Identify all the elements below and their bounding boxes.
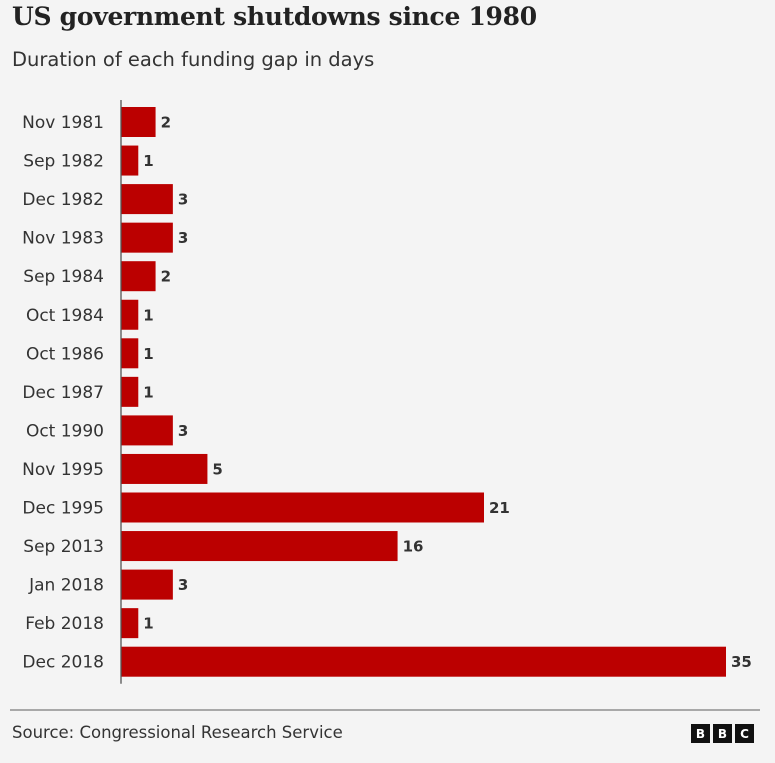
category-label: Sep 1982 bbox=[23, 152, 104, 172]
bar-dec-1987 bbox=[121, 376, 139, 407]
bbc-logo-letter-c: C bbox=[735, 724, 754, 743]
value-label: 3 bbox=[178, 191, 188, 209]
value-label: 5 bbox=[212, 460, 222, 478]
value-label: 3 bbox=[178, 576, 188, 594]
category-label: Nov 1981 bbox=[22, 113, 104, 133]
bbc-logo-letter-b1: B bbox=[691, 724, 710, 743]
bar-nov-1995 bbox=[121, 453, 208, 484]
category-label: Sep 2013 bbox=[23, 537, 104, 557]
value-label: 1 bbox=[143, 152, 153, 170]
bar-chart: Nov 1981 Sep 1982 Dec 1982 Nov 1983 Sep 1984… bbox=[22, 100, 752, 684]
bar-dec-2018 bbox=[121, 646, 726, 677]
value-label: 3 bbox=[178, 229, 188, 247]
source-note: Source: Congressional Research Service bbox=[12, 723, 343, 742]
bar-nov-1983 bbox=[121, 222, 173, 253]
value-label: 21 bbox=[489, 499, 510, 517]
category-labels-group: Nov 1981 Sep 1982 Dec 1982 Nov 1983 Sep 1984… bbox=[22, 113, 104, 673]
bar-sep-2013 bbox=[121, 531, 398, 562]
category-label: Nov 1983 bbox=[22, 229, 104, 249]
chart-subtitle: Duration of each funding gap in days bbox=[12, 48, 375, 71]
category-label: Dec 1987 bbox=[22, 383, 104, 403]
category-label: Nov 1995 bbox=[22, 460, 104, 480]
value-label: 2 bbox=[161, 114, 171, 132]
category-label: Oct 1990 bbox=[26, 421, 104, 441]
category-label: Feb 2018 bbox=[25, 614, 104, 634]
bar-oct-1986 bbox=[121, 338, 139, 369]
value-label: 35 bbox=[731, 653, 752, 671]
bbc-logo: B B C bbox=[691, 724, 754, 743]
value-label: 1 bbox=[143, 615, 153, 633]
category-label: Dec 1982 bbox=[22, 190, 104, 210]
bar-feb-2018 bbox=[121, 608, 139, 639]
value-label: 2 bbox=[161, 268, 171, 286]
footer-divider bbox=[10, 709, 760, 711]
bar-oct-1984 bbox=[121, 299, 139, 330]
value-label: 1 bbox=[143, 383, 153, 401]
category-label: Oct 1984 bbox=[26, 306, 104, 326]
bbc-logo-letter-b2: B bbox=[713, 724, 732, 743]
bar-oct-1990 bbox=[121, 415, 173, 446]
category-label: Dec 1995 bbox=[22, 499, 104, 519]
bar-sep-1984 bbox=[121, 261, 156, 292]
category-label: Oct 1986 bbox=[26, 344, 104, 364]
bar-dec-1982 bbox=[121, 184, 173, 215]
value-label: 3 bbox=[178, 422, 188, 440]
bars-group bbox=[121, 107, 726, 677]
bar-jan-2018 bbox=[121, 569, 173, 600]
bar-sep-1982 bbox=[121, 145, 139, 176]
category-label: Sep 1984 bbox=[23, 267, 104, 287]
category-label: Dec 2018 bbox=[22, 653, 104, 673]
bar-nov-1981 bbox=[121, 107, 156, 137]
value-label: 16 bbox=[403, 538, 424, 556]
category-label: Jan 2018 bbox=[28, 576, 104, 596]
chart-title: US government shutdowns since 1980 bbox=[12, 2, 537, 31]
value-label: 1 bbox=[143, 345, 153, 363]
value-label: 1 bbox=[143, 306, 153, 324]
bar-dec-1995 bbox=[121, 492, 484, 523]
